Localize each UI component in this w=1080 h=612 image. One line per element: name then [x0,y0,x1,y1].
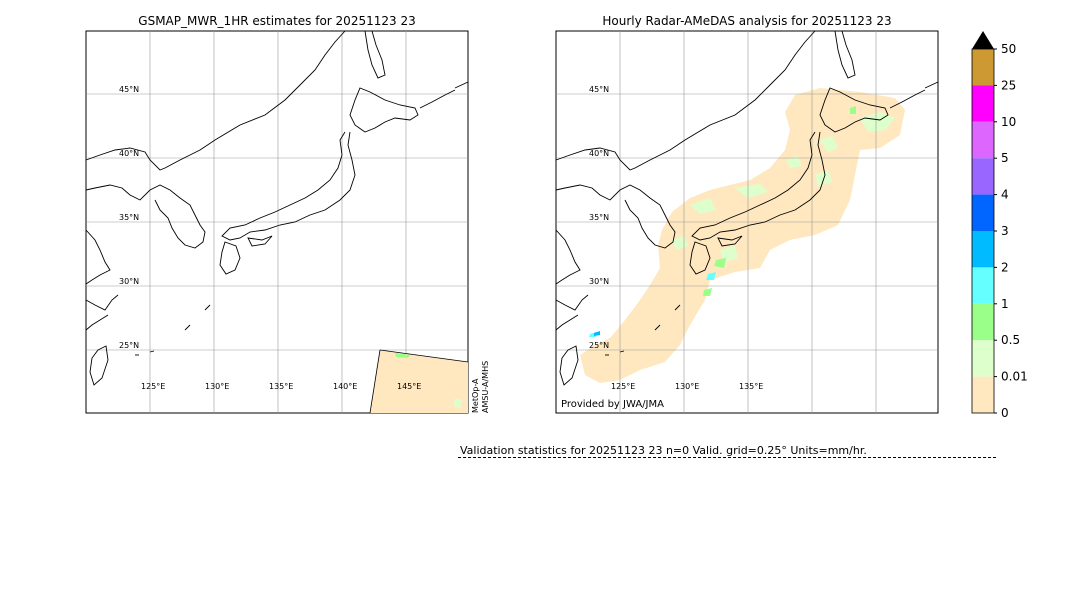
colorbar-label: 3 [1001,224,1009,238]
data-credit: Provided by JWA/JMA [561,399,664,410]
left-lat-label: 45°N [119,85,139,94]
radar-coverage-area [580,88,905,383]
colorbar-extend-triangle [972,31,994,49]
colorbar-label: 1 [1001,297,1009,311]
right-map-frame: 45°N 40°N 35°N 30°N 25°N 125°E 130°E 135… [555,30,939,414]
colorbar-label: 50 [1001,42,1016,56]
colorbar-segment [972,158,994,195]
colorbar-segment [972,194,994,231]
colorbar-label: 5 [1001,151,1009,165]
right-panel-title: Hourly Radar-AMeDAS analysis for 2025112… [602,14,892,28]
colorbar-label: 25 [1001,78,1016,92]
left-map-frame: 45°N 40°N 35°N 30°N 25°N 125°E 130°E 135… [85,30,490,414]
left-panel-title: GSMAP_MWR_1HR estimates for 20251123 23 [138,14,416,28]
left-lat-label: 40°N [119,149,139,158]
left-lon-label: 125°E [141,382,165,391]
right-lon-label: 130°E [675,382,699,391]
colorbar-label: 0.01 [1001,370,1028,384]
colorbar-label: 0 [1001,406,1009,420]
colorbar-label: 2 [1001,260,1009,274]
colorbar-segment [972,376,994,413]
colorbar-segment [972,49,994,86]
right-lon-label: 125°E [611,382,635,391]
left-lat-label: 25°N [119,341,139,350]
colorbar-segment [972,85,994,122]
validation-divider [458,457,996,458]
colorbar-segment [972,303,994,341]
colorbar-segment [972,231,994,268]
validation-statistics: Validation statistics for 20251123 23 n=… [460,444,867,457]
colorbar-label: 10 [1001,115,1016,129]
sensor-label-satellite: MetOp-A [471,378,480,413]
right-lat-label: 45°N [589,85,609,94]
colorbar-label: 0.5 [1001,333,1020,347]
left-lat-label: 35°N [119,213,139,222]
colorbar-segment [972,267,994,304]
sensor-label-instrument: AMSU-A/MHS [481,361,490,413]
left-lon-label: 135°E [269,382,293,391]
colorbar: 50 25 10 5 4 3 2 1 0.5 0.01 0 [971,31,1028,420]
right-lat-label: 35°N [589,213,609,222]
colorbar-label: 4 [1001,188,1009,202]
colorbar-segment [972,340,994,377]
right-lat-label: 25°N [589,341,609,350]
left-swath-area [370,350,468,413]
right-lat-label: 30°N [589,277,609,286]
colorbar-segments [972,49,994,413]
right-lat-label: 40°N [589,149,609,158]
right-lon-label: 135°E [739,382,763,391]
left-lon-label: 145°E [397,382,421,391]
left-lon-label: 140°E [333,382,357,391]
left-lon-label: 130°E [205,382,229,391]
left-lat-label: 30°N [119,277,139,286]
colorbar-segment [972,121,994,159]
